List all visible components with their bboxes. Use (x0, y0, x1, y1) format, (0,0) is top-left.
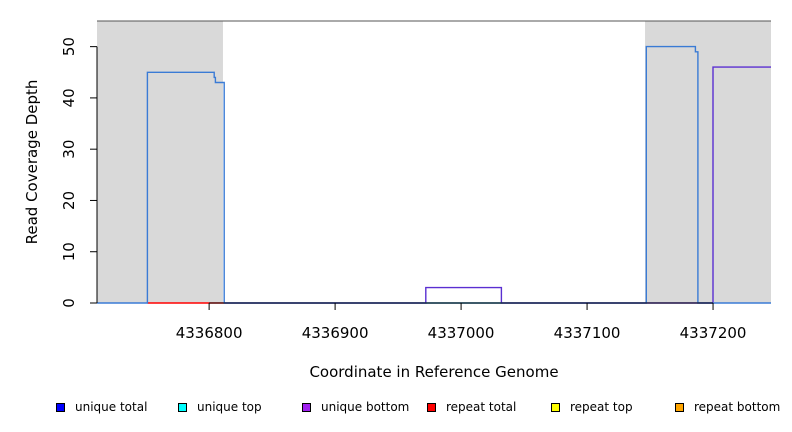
legend-item-unique-bottom: unique bottom (302, 400, 409, 414)
x-axis-label: Coordinate in Reference Genome (309, 363, 558, 381)
y-tick-label: 0 (60, 298, 78, 308)
x-tick-label: 4336900 (302, 324, 369, 342)
y-tick-label: 20 (60, 191, 78, 210)
shaded-region (97, 21, 223, 303)
shaded-regions (97, 21, 771, 303)
legend-swatch (178, 402, 187, 412)
x-tick-label: 4337000 (428, 324, 495, 342)
legend-item-repeat-bottom: repeat bottom (675, 400, 780, 414)
legend-label: unique top (197, 400, 262, 414)
x-tick-label: 4337200 (680, 324, 747, 342)
y-tick-label: 40 (60, 88, 78, 107)
y-tick-label: 30 (60, 140, 78, 159)
shaded-region (645, 21, 771, 303)
legend-label: repeat top (570, 400, 633, 414)
y-tick-label: 10 (60, 242, 78, 261)
x-tick-label: 4337100 (554, 324, 621, 342)
legend-item-repeat-total: repeat total (427, 400, 516, 414)
legend-swatch (427, 402, 436, 412)
legend-item-unique-top: unique top (178, 400, 262, 414)
legend-swatch (56, 402, 65, 412)
legend-item-repeat-top: repeat top (551, 400, 633, 414)
coverage-chart: 4336800 4336900 4337000 4337100 4337200 0 10 2… (23, 20, 771, 381)
series-unique-bottom-line (224, 66, 771, 304)
legend-label: repeat total (446, 400, 517, 414)
legend-label: unique bottom (321, 400, 410, 414)
series-unique-total-line (97, 45, 771, 304)
y-axis-label: Read Coverage Depth (23, 80, 41, 245)
legend-swatch (302, 402, 311, 412)
y-tick-label: 50 (60, 37, 78, 56)
legend-label: unique total (75, 400, 148, 414)
y-axis: 0 10 20 30 40 50 (60, 37, 98, 308)
x-tick-label: 4336800 (176, 324, 243, 342)
x-axis: 4336800 4336900 4337000 4337100 4337200 (176, 302, 747, 342)
legend-item-unique-total: unique total (56, 400, 147, 414)
legend-label: repeat bottom (694, 400, 781, 414)
legend: unique total unique top unique bottom re… (0, 400, 792, 420)
legend-swatch (675, 402, 684, 412)
legend-swatch (551, 402, 560, 412)
